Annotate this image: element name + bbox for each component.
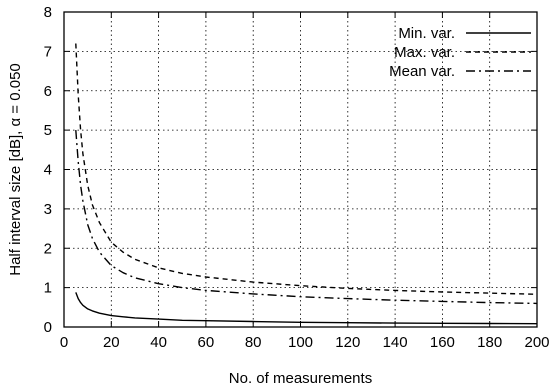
x-tick-label: 60: [198, 334, 215, 351]
series-line-max-var: [75, 43, 538, 295]
x-tick-label: 200: [524, 334, 549, 351]
x-tick-label: 80: [245, 334, 262, 351]
y-axis-label: Half interval size [dB], α = 0.050: [7, 63, 24, 276]
y-tick-label: 4: [44, 162, 52, 179]
y-tick-label: 0: [44, 319, 52, 336]
y-tick-label: 1: [44, 280, 52, 297]
tick-layer: 0 20 40 60 80 100 120 140 160 180 200 0 1 2 3 4 5 6 7 8: [44, 4, 550, 351]
y-tick-label: 7: [44, 43, 52, 60]
legend-label: Max. var.: [394, 44, 455, 61]
legend: Min. var. Max. var. Mean var.: [389, 25, 531, 80]
x-tick-label: 20: [103, 334, 120, 351]
y-tick-label: 6: [44, 83, 52, 100]
x-tick-label: 40: [150, 334, 167, 351]
series-layer: [75, 43, 538, 325]
y-tick-label: 3: [44, 201, 52, 218]
grid-layer: [64, 12, 537, 327]
x-tick-label: 140: [383, 334, 408, 351]
x-tick-label: 180: [477, 334, 502, 351]
legend-label: Min. var.: [398, 25, 455, 42]
series-line-min-var: [75, 292, 538, 325]
x-tick-label: 160: [430, 334, 455, 351]
x-tick-label: 120: [335, 334, 360, 351]
y-tick-label: 5: [44, 122, 52, 139]
x-tick-label: 0: [60, 334, 68, 351]
x-tick-label: 100: [288, 334, 313, 351]
x-axis-label: No. of measurements: [229, 370, 372, 387]
y-tick-label: 8: [44, 4, 52, 21]
series-line-mean-var: [75, 130, 538, 305]
legend-label: Mean var.: [389, 63, 455, 80]
y-tick-label: 2: [44, 240, 52, 257]
